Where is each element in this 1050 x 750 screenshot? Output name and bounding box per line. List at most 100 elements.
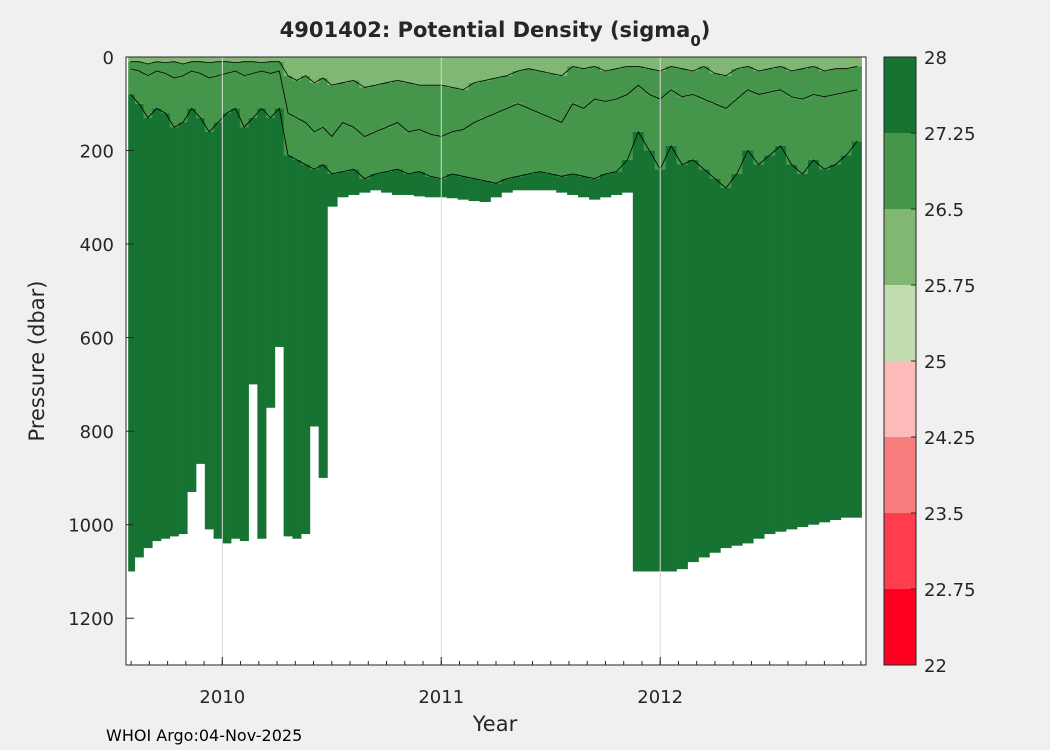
density-band: [632, 85, 645, 132]
density-band: [807, 66, 820, 95]
density-band: [248, 117, 258, 385]
profile-column: [152, 57, 162, 542]
density-band: [764, 57, 776, 69]
density-band: [359, 136, 371, 179]
profile-column: [381, 57, 393, 193]
density-band: [829, 57, 842, 69]
density-band: [213, 122, 223, 539]
density-band: [599, 101, 612, 174]
y-axis-label: Pressure (dbar): [25, 281, 49, 442]
profile-column: [213, 57, 223, 539]
density-band: [621, 159, 634, 193]
density-band: [599, 173, 612, 198]
density-band: [187, 71, 197, 109]
density-band: [143, 57, 153, 65]
density-band: [283, 155, 293, 537]
density-band: [283, 113, 293, 156]
density-band: [545, 57, 557, 74]
density-band: [786, 96, 798, 165]
density-band: [534, 57, 546, 72]
density-band: [490, 78, 502, 114]
profile-column: [413, 57, 426, 197]
y-tick-label: 0: [103, 48, 114, 69]
density-band: [742, 150, 754, 544]
density-band: [599, 71, 612, 102]
density-band: [457, 57, 469, 90]
density-band: [446, 173, 458, 199]
density-band: [292, 159, 302, 539]
density-band: [152, 71, 162, 109]
density-band: [753, 94, 765, 165]
density-band: [753, 164, 765, 539]
density-band: [248, 57, 258, 62]
density-band: [687, 159, 699, 563]
profile-column: [337, 57, 349, 198]
density-band: [567, 57, 579, 67]
density-band: [665, 145, 677, 572]
density-band: [632, 131, 645, 572]
profile-column: [318, 57, 328, 478]
profile-column: [248, 57, 258, 385]
footer-credit: WHOI Argo:04-Nov-2025: [106, 726, 302, 745]
profile-column: [348, 57, 360, 195]
profile-column: [512, 57, 524, 191]
density-band: [643, 94, 656, 151]
density-band: [775, 145, 787, 532]
x-tick-label: 2010: [199, 687, 245, 708]
x-tick-label: 2012: [637, 687, 683, 708]
density-band: [222, 113, 232, 544]
density-band: [545, 173, 557, 191]
density-band: [196, 117, 206, 464]
density-band: [152, 57, 162, 62]
density-band: [786, 164, 798, 530]
density-band: [578, 68, 590, 109]
density-band: [610, 171, 623, 195]
profile-column: [665, 57, 677, 572]
profile-column: [829, 57, 842, 521]
density-band: [222, 57, 232, 62]
density-band: [327, 57, 338, 86]
density-band: [797, 57, 809, 69]
density-band: [222, 61, 232, 74]
density-band: [643, 68, 656, 95]
profile-column: [720, 57, 732, 549]
density-band: [523, 173, 535, 191]
profile-column: [840, 57, 853, 518]
profile-column: [222, 57, 232, 544]
density-band: [818, 96, 831, 170]
profile-column: [327, 57, 338, 207]
profile-column: [578, 57, 590, 198]
density-band: [501, 108, 513, 179]
density-band: [152, 61, 162, 72]
density-band: [213, 75, 223, 123]
profile-column: [187, 57, 197, 492]
colorbar-segment: [884, 513, 916, 589]
colorbar-tick-label: 28: [924, 48, 947, 69]
density-band: [370, 173, 382, 191]
density-band: [178, 75, 188, 123]
density-band: [545, 117, 557, 174]
density-band: [152, 108, 162, 542]
density-band: [446, 57, 458, 88]
density-band: [128, 68, 136, 95]
density-band: [301, 164, 311, 535]
colorbar-segment: [884, 285, 916, 361]
density-band: [621, 66, 634, 95]
chart-title-suffix: ): [701, 18, 711, 42]
density-band: [392, 80, 404, 123]
density-band: [318, 164, 328, 478]
profile-column: [134, 57, 144, 558]
density-band: [134, 57, 144, 62]
chart-title-subscript: 0: [690, 32, 700, 50]
profile-column: [239, 57, 249, 542]
density-band: [840, 92, 853, 156]
profile-column: [742, 57, 754, 544]
profile-column: [178, 57, 188, 535]
density-band: [318, 78, 328, 128]
density-band: [457, 89, 469, 130]
density-band: [610, 68, 623, 100]
colorbar-tick-label: 23.5: [924, 504, 964, 525]
density-band: [370, 85, 382, 132]
density-band: [204, 78, 214, 132]
